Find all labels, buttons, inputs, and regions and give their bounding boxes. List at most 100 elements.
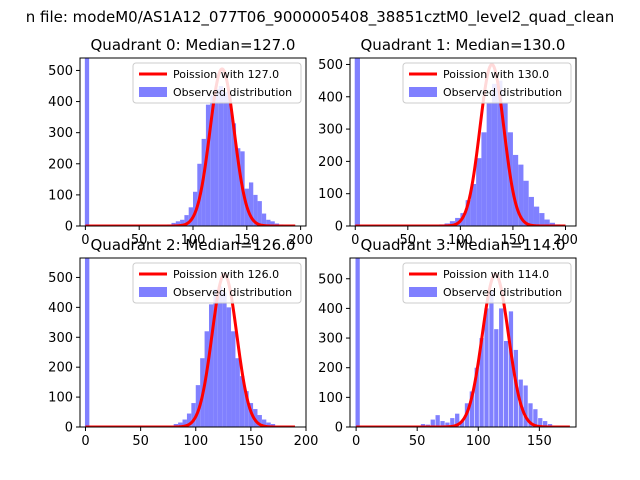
x-tick-label: 0: [351, 233, 359, 248]
x-tick-label: 150: [501, 233, 526, 248]
y-tick-label: 400: [48, 95, 73, 110]
histogram-bar: [188, 207, 193, 226]
histogram-bar: [450, 418, 455, 427]
histogram-bar: [210, 95, 215, 226]
histogram-bar: [222, 292, 227, 427]
histogram-bar: [474, 367, 479, 427]
histogram-bar: [257, 415, 262, 427]
x-tick-label: 0: [352, 434, 360, 449]
histogram-bar: [261, 419, 267, 427]
histogram-bar: [186, 413, 192, 427]
histogram-bar: [195, 385, 201, 427]
histogram-bar: [182, 419, 187, 427]
y-tick-label: 500: [48, 271, 73, 286]
histogram-bar: [184, 215, 189, 226]
legend-observed-swatch: [139, 87, 167, 97]
axes-frame: [349, 57, 577, 227]
histogram-bar: [512, 154, 519, 226]
histogram-spike-bar: [354, 58, 360, 226]
histogram-bar: [508, 311, 514, 427]
histogram-bar: [248, 182, 254, 226]
histogram-bar: [518, 164, 524, 226]
histogram-bar: [218, 86, 224, 226]
x-tick-label: 0: [81, 233, 89, 248]
subplot-quadrant-1: 0 100 200 300 400 500 0 50 100 150 200 Quadrant 1: …: [318, 36, 578, 248]
legend-poisson-label: Poission with 127.0: [173, 68, 279, 81]
subplot-title: Quadrant 0: Median=127.0: [91, 36, 296, 54]
histogram-bar: [214, 89, 219, 226]
histogram-bar: [208, 304, 214, 427]
legend-box: [402, 62, 572, 104]
poisson-curve: [354, 62, 567, 226]
histogram-bar: [261, 213, 267, 226]
histogram-bar: [226, 307, 232, 427]
y-tick-label: 300: [48, 331, 73, 346]
x-tick-label: 50: [400, 233, 417, 248]
x-tick-label: 100: [183, 434, 208, 449]
legend-observed-label: Observed distribution: [173, 286, 292, 299]
legend-observed-swatch: [409, 87, 437, 97]
histogram-bar: [533, 409, 538, 427]
plot-area: [84, 258, 296, 427]
histogram-bar: [449, 221, 456, 226]
y-tick-label: 300: [48, 126, 73, 141]
histogram-bar: [497, 80, 503, 226]
histogram-bar: [227, 95, 232, 226]
histogram-bar: [440, 421, 445, 427]
y-tick-label: 0: [65, 220, 73, 235]
histogram-spike-bar: [84, 258, 90, 427]
histogram-spike-bar: [355, 258, 360, 427]
histogram-bar: [257, 201, 262, 226]
histogram-bar: [533, 206, 540, 226]
histogram-bar: [253, 194, 258, 226]
histogram-bar: [479, 338, 484, 427]
legend: Poission with 114.0 Observed distribution: [402, 262, 572, 304]
histogram-bar: [231, 331, 236, 427]
legend-observed-swatch: [409, 287, 437, 297]
histogram-bar: [231, 123, 237, 226]
histogram-bar: [523, 180, 529, 226]
legend: Poission with 130.0 Observed distribution: [402, 62, 572, 104]
histogram-bar: [213, 289, 218, 427]
histogram-bar: [266, 219, 271, 226]
histogram-bar: [435, 415, 440, 427]
x-tick-label: 50: [132, 434, 149, 449]
plot-area: [355, 258, 571, 427]
histogram-bar: [205, 104, 211, 226]
y-tick-label: 500: [318, 58, 343, 73]
histogram-bar: [549, 222, 555, 226]
histogram-bar: [503, 341, 509, 427]
x-tick-label: 150: [238, 434, 263, 449]
plot-area: [84, 58, 297, 226]
x-tick-label: 150: [527, 434, 552, 449]
legend-box: [132, 262, 302, 304]
legend-box: [132, 62, 302, 104]
histogram-bar: [236, 148, 241, 226]
histogram-bar: [244, 391, 249, 427]
axes-frame: [79, 257, 307, 428]
y-tick-label: 400: [318, 302, 343, 317]
histogram-spike-bar: [84, 58, 90, 226]
histogram-bar: [538, 418, 543, 427]
histogram-bar: [543, 421, 548, 427]
histogram-bar: [239, 376, 245, 427]
subplot-title: Quadrant 2: Median=126.0: [91, 236, 296, 254]
histogram-bar: [459, 421, 465, 427]
histogram-bar: [180, 219, 185, 226]
y-tick-label: 100: [318, 187, 343, 202]
y-tick-label: 200: [48, 157, 73, 172]
subplot-title: Quadrant 3: Median=114.0: [361, 236, 566, 254]
y-tick-label: 400: [318, 90, 343, 105]
legend: Poission with 127.0 Observed distribution: [132, 62, 302, 104]
histogram-bar: [499, 308, 504, 427]
x-tick-label: 50: [131, 233, 148, 248]
legend-box: [402, 262, 572, 304]
legend-poisson-label: Poission with 130.0: [443, 68, 549, 81]
legend: Poission with 126.0 Observed distribution: [132, 262, 302, 304]
axes-frame: [349, 257, 577, 428]
histogram-bar: [235, 358, 240, 427]
legend-poisson-label: Poission with 126.0: [173, 268, 279, 281]
